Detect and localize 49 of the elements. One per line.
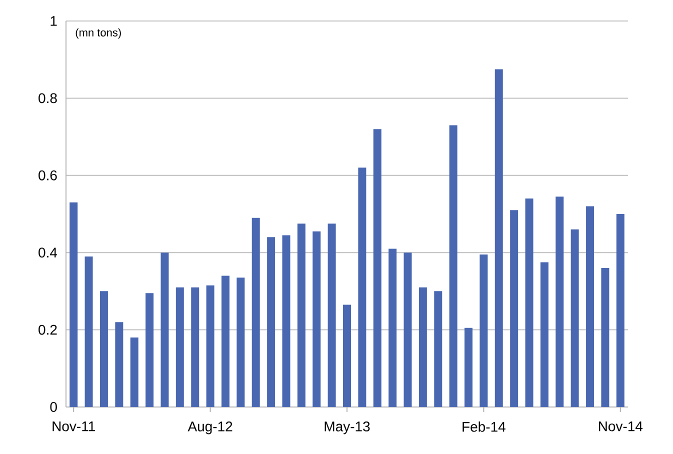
bar (418, 287, 427, 407)
y-tick-label: 0.2 (38, 324, 57, 335)
bar (449, 125, 458, 407)
bar (70, 202, 78, 407)
bar (115, 322, 124, 407)
bar (221, 276, 230, 407)
bar (586, 206, 594, 407)
bar (404, 252, 412, 407)
bar (343, 304, 351, 407)
y-tick-label: 1 (50, 16, 57, 26)
bar (570, 229, 579, 407)
bar (191, 287, 200, 407)
bar (388, 248, 397, 407)
bar (84, 256, 93, 407)
y-tick-label: 0.6 (38, 170, 57, 180)
bar (525, 198, 534, 407)
bar (601, 268, 610, 407)
bar (312, 231, 321, 407)
y-tick-label: 0 (50, 402, 57, 412)
bar (358, 168, 366, 407)
x-tick-label: Aug-12 (188, 422, 232, 434)
bar (494, 69, 503, 407)
bar (267, 237, 276, 407)
bar (373, 129, 382, 407)
x-tick-label: Nov-11 (52, 422, 95, 432)
bar (160, 252, 169, 407)
bar (540, 262, 548, 407)
bar (480, 254, 488, 407)
y-tick-label: 0.4 (38, 248, 58, 258)
bar (252, 218, 260, 407)
bar (556, 196, 564, 407)
bar (464, 328, 473, 407)
bar (176, 287, 184, 407)
bar (282, 235, 290, 407)
bar (510, 210, 518, 407)
x-tick-label: May-13 (324, 422, 370, 434)
x-tick-label: Nov-14 (598, 422, 643, 432)
bar (328, 224, 336, 407)
bar (236, 278, 245, 407)
x-tick-label: Feb-14 (462, 422, 506, 432)
bar (616, 214, 624, 407)
y-tick-label: 0.8 (38, 93, 57, 104)
annotation: (mn tons) (76, 28, 121, 39)
bar (130, 338, 138, 407)
bar (434, 291, 442, 407)
bar (146, 293, 154, 407)
bar (297, 224, 306, 407)
bar (100, 291, 108, 407)
bar (206, 285, 214, 407)
